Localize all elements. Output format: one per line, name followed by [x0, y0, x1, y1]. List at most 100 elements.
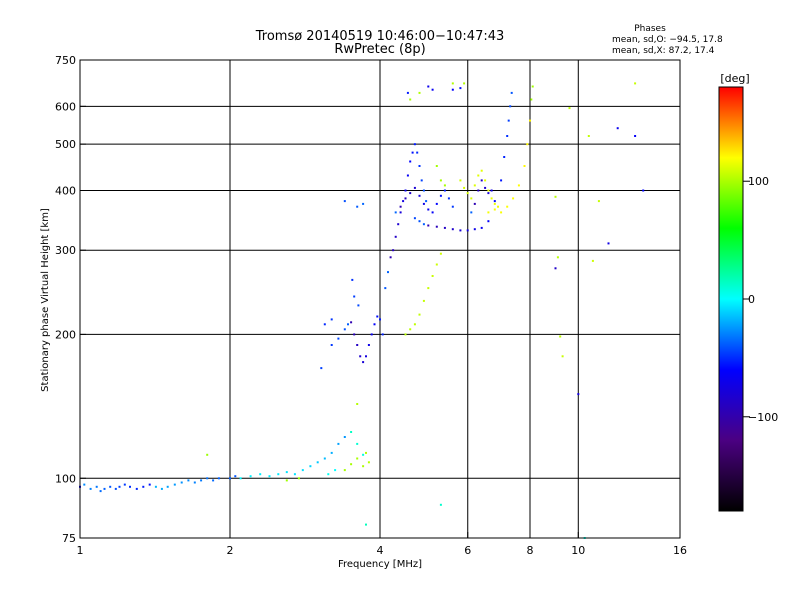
o-mode-point — [148, 483, 151, 486]
o-mode-point — [142, 485, 145, 488]
grid-lines — [80, 60, 680, 538]
o-mode-point — [343, 200, 346, 203]
o-mode-point — [166, 485, 169, 488]
o-mode-point — [394, 235, 397, 238]
o-mode-point — [123, 483, 126, 486]
y-tick-label: 400 — [55, 184, 76, 197]
o-mode-point — [487, 192, 490, 195]
o-mode-point — [435, 202, 438, 205]
y-tick-label: 750 — [55, 54, 76, 67]
x-mode-point — [463, 82, 466, 85]
o-mode-point — [389, 256, 392, 259]
o-mode-point — [554, 267, 557, 270]
o-mode-point — [387, 271, 389, 274]
x-mode-point — [554, 195, 557, 198]
x-mode-point — [297, 477, 300, 480]
o-mode-point — [473, 202, 476, 205]
o-mode-point — [154, 485, 157, 488]
o-mode-point — [268, 475, 271, 478]
o-mode-point — [229, 477, 231, 480]
o-mode-point — [350, 321, 353, 324]
o-mode-point — [480, 226, 483, 229]
o-mode-point — [330, 451, 333, 454]
o-mode-point — [409, 160, 412, 163]
o-mode-point — [327, 473, 330, 476]
x-mode-point — [356, 457, 359, 460]
x-mode-point — [556, 256, 559, 259]
o-mode-point — [484, 186, 487, 189]
y-axis-ticks: 75 100 200 300 400 500 600 750 — [55, 54, 86, 545]
o-mode-point — [379, 318, 381, 321]
o-mode-point — [135, 487, 138, 490]
x-mode-point — [435, 165, 438, 167]
o-mode-point — [404, 197, 407, 200]
o-mode-point — [323, 457, 326, 460]
o-mode-point — [89, 487, 92, 490]
x-tick-label: 4 — [377, 544, 384, 557]
legend-line-o: mean, sd,O: −94.5, 17.8 — [612, 35, 723, 45]
o-mode-point — [642, 189, 645, 192]
o-mode-point — [487, 220, 490, 223]
o-mode-point — [301, 469, 304, 472]
o-mode-point — [239, 477, 242, 480]
o-mode-point — [422, 189, 425, 192]
o-mode-point — [343, 328, 346, 331]
o-mode-point — [118, 485, 121, 488]
o-mode-point — [259, 473, 262, 476]
x-mode-point — [418, 91, 421, 94]
x-tick-label: 16 — [673, 544, 687, 557]
o-mode-point — [234, 475, 237, 478]
o-mode-point — [320, 367, 323, 370]
o-mode-point — [394, 211, 397, 214]
x-mode-point — [367, 461, 370, 464]
o-mode-point — [451, 205, 454, 208]
o-mode-point — [406, 91, 409, 94]
o-mode-point — [427, 224, 430, 227]
o-mode-point — [353, 295, 356, 298]
x-mode-point — [484, 179, 487, 182]
o-mode-point — [316, 461, 319, 464]
y-tick-label: 75 — [62, 532, 76, 545]
o-mode-point — [362, 361, 365, 364]
x-mode-point — [435, 263, 438, 266]
x-mode-point — [529, 119, 531, 122]
y-tick-label: 600 — [55, 100, 76, 113]
o-mode-point — [473, 228, 476, 231]
x-mode-point — [568, 107, 571, 110]
o-mode-point — [293, 473, 296, 476]
x-mode-point — [343, 469, 346, 472]
o-mode-point — [180, 481, 183, 484]
y-tick-label: 100 — [55, 472, 76, 485]
o-mode-point — [431, 88, 434, 91]
o-mode-point — [470, 211, 473, 214]
chart-subtitle: RwPretec (8p) — [334, 42, 425, 57]
o-mode-point — [114, 487, 117, 490]
o-mode-point — [420, 179, 423, 182]
x-mode-point — [362, 465, 365, 468]
x-mode-point — [531, 85, 534, 88]
o-mode-point — [416, 151, 419, 154]
o-mode-point — [200, 479, 203, 482]
o-mode-point — [466, 229, 469, 232]
o-mode-point — [217, 477, 220, 480]
x-mode-point — [285, 479, 288, 482]
o-mode-point — [353, 333, 356, 336]
x-mode-point — [523, 165, 526, 167]
o-mode-point — [506, 135, 509, 137]
o-mode-point — [435, 225, 438, 228]
o-mode-point — [362, 202, 365, 205]
o-mode-point — [422, 223, 425, 226]
colorbar-tick-label: −100 — [748, 411, 778, 424]
o-mode-point — [399, 205, 402, 208]
y-axis-label: Stationary phase Virtual Height [km] — [40, 208, 51, 392]
o-mode-point — [356, 205, 359, 208]
x-mode-point — [493, 202, 496, 205]
o-mode-point — [173, 483, 176, 486]
chart-title: Tromsø 20140519 10:46:00−10:47:43 — [255, 29, 505, 44]
x-mode-point — [500, 211, 503, 214]
o-mode-point — [285, 471, 288, 474]
o-mode-point — [439, 194, 442, 197]
x-mode-point — [490, 197, 493, 200]
o-mode-point — [357, 304, 360, 307]
o-mode-point — [404, 189, 407, 192]
